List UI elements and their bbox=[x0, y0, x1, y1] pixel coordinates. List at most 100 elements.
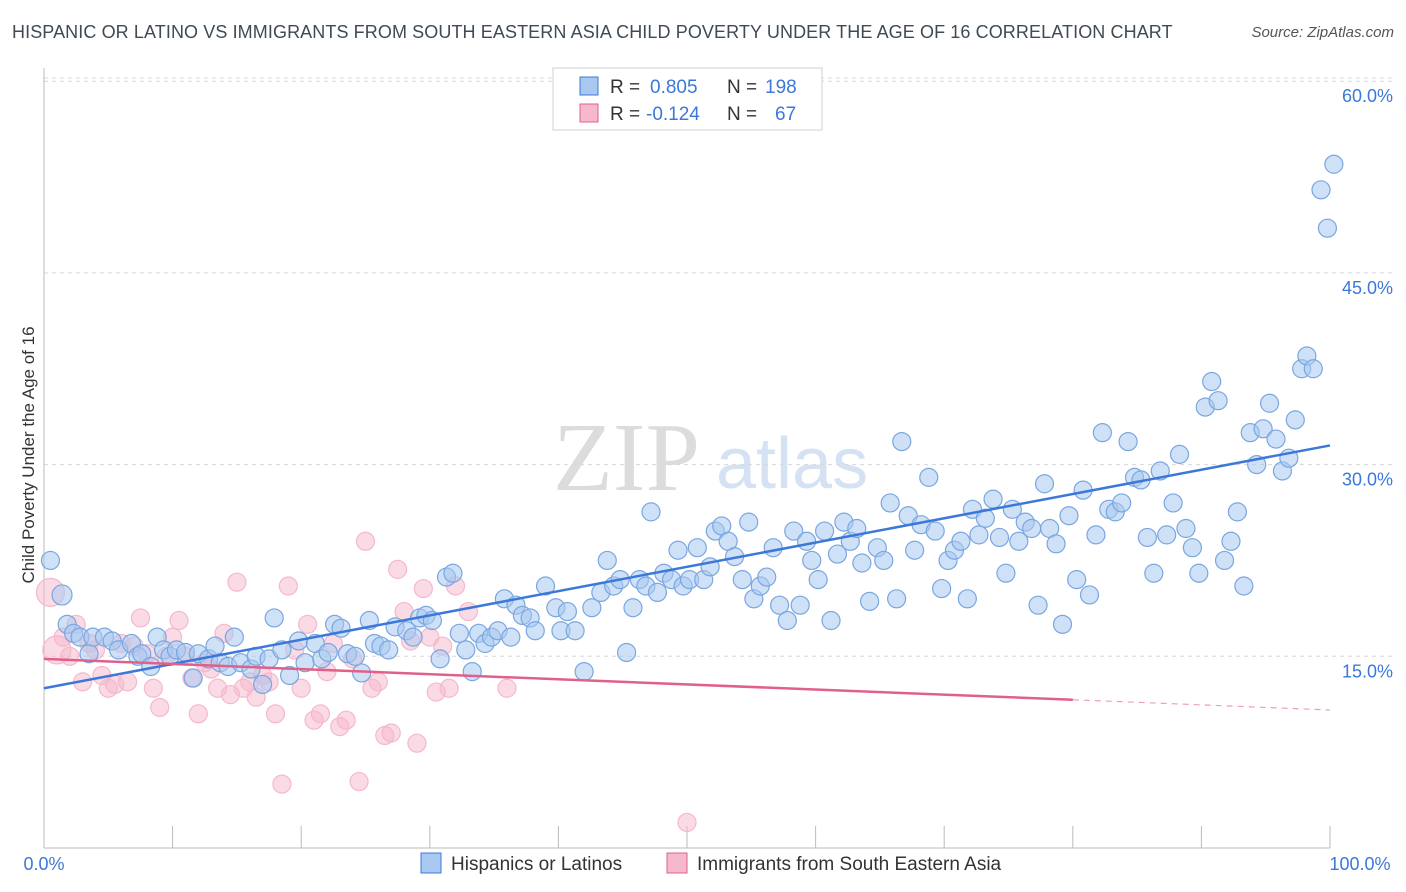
data-point-hispanics bbox=[905, 540, 925, 560]
data-point-hispanics bbox=[641, 502, 661, 522]
data-point-hispanics bbox=[880, 493, 900, 513]
data-point-hispanics bbox=[40, 550, 61, 571]
data-point-hispanics bbox=[1059, 506, 1079, 526]
data-point-hispanics bbox=[796, 531, 817, 551]
data-point-hispanics bbox=[1067, 570, 1087, 590]
data-point-hispanics bbox=[280, 665, 300, 686]
data-point-hispanics bbox=[668, 540, 688, 560]
watermark: ZIP atlas bbox=[553, 404, 868, 512]
data-point-hispanics bbox=[1034, 474, 1055, 494]
data-point-hispanics bbox=[1144, 563, 1164, 583]
y-axis-tick-labels: 15.0% 30.0% 45.0% 60.0% bbox=[1342, 86, 1393, 681]
data-point-immigrants bbox=[169, 610, 189, 631]
data-point-hispanics bbox=[574, 662, 594, 682]
data-point-immigrants bbox=[349, 771, 369, 792]
legend-n-value-1: 198 bbox=[765, 77, 797, 98]
data-point-immigrants bbox=[188, 704, 208, 724]
data-point-hispanics bbox=[1253, 419, 1273, 439]
data-point-hispanics bbox=[1221, 531, 1241, 551]
data-point-hispanics bbox=[647, 582, 668, 603]
data-point-immigrants bbox=[298, 614, 318, 634]
data-point-hispanics bbox=[790, 595, 810, 615]
data-point-hispanics bbox=[1227, 502, 1248, 522]
data-point-hispanics bbox=[808, 570, 828, 590]
data-point-hispanics bbox=[345, 646, 365, 666]
data-point-hispanics bbox=[623, 598, 643, 618]
legend-n-value-2: 67 bbox=[775, 104, 796, 125]
watermark-zip: ZIP bbox=[553, 404, 700, 512]
data-point-hispanics bbox=[763, 538, 783, 558]
data-point-hispanics bbox=[535, 576, 556, 596]
y-axis-label: Child Poverty Under the Age of 16 bbox=[19, 326, 38, 583]
data-point-hispanics bbox=[1118, 431, 1138, 452]
data-point-hispanics bbox=[1259, 393, 1280, 413]
y-tick-label: 45.0% bbox=[1342, 278, 1393, 298]
data-point-hispanics bbox=[932, 578, 952, 599]
data-point-hispanics bbox=[1311, 180, 1331, 200]
data-point-immigrants bbox=[368, 672, 388, 692]
data-point-hispanics bbox=[1189, 563, 1209, 583]
data-point-hispanics bbox=[887, 589, 907, 609]
data-point-hispanics bbox=[1208, 391, 1228, 411]
data-point-hispanics bbox=[1046, 534, 1066, 554]
data-point-immigrants bbox=[143, 678, 163, 698]
data-point-hispanics bbox=[1137, 527, 1157, 548]
data-point-hispanics bbox=[852, 553, 872, 573]
data-point-hispanics bbox=[827, 544, 848, 564]
data-point-hispanics bbox=[1266, 429, 1286, 449]
top-legend: R = 0.805 N = 198 R = -0.124 N = 67 bbox=[552, 67, 823, 131]
data-point-hispanics bbox=[1214, 550, 1235, 571]
data-point-hispanics bbox=[919, 467, 939, 487]
bottom-legend-swatch-pink bbox=[666, 852, 688, 874]
data-point-hispanics bbox=[1079, 585, 1100, 605]
bottom-legend-swatch-blue bbox=[420, 852, 442, 874]
data-point-hispanics bbox=[449, 623, 469, 643]
data-point-hispanics bbox=[1157, 525, 1177, 545]
data-point-immigrants bbox=[150, 697, 170, 718]
data-point-hispanics bbox=[732, 570, 752, 590]
trend-line-hispanics bbox=[43, 444, 1331, 690]
data-point-hispanics bbox=[379, 640, 399, 660]
watermark-atlas: atlas bbox=[716, 424, 868, 504]
legend-r-value-2: -0.124 bbox=[646, 104, 700, 125]
data-point-hispanics bbox=[462, 662, 482, 682]
bottom-legend-immigrants: Immigrants from South Eastern Asia bbox=[697, 854, 1002, 875]
source-label: Source: ZipAtlas.com bbox=[1251, 24, 1394, 41]
data-point-hispanics bbox=[1234, 576, 1254, 596]
data-point-hispanics bbox=[253, 674, 273, 695]
data-point-hispanics bbox=[565, 621, 585, 641]
data-point-hispanics bbox=[501, 627, 521, 647]
data-point-hispanics bbox=[957, 589, 977, 609]
y-tick-label: 60.0% bbox=[1342, 86, 1393, 106]
data-point-hispanics bbox=[815, 521, 835, 541]
data-point-hispanics bbox=[784, 521, 804, 541]
data-point-hispanics bbox=[739, 512, 759, 532]
data-point-hispanics bbox=[687, 538, 707, 558]
legend-r-label-1: R = bbox=[610, 77, 640, 98]
data-point-hispanics bbox=[205, 636, 225, 656]
data-point-immigrants bbox=[413, 578, 433, 599]
data-point-hispanics bbox=[616, 642, 637, 663]
data-point-hispanics bbox=[1086, 525, 1106, 545]
data-point-hispanics bbox=[769, 595, 790, 615]
data-point-immigrants bbox=[497, 678, 517, 698]
legend-swatch-blue bbox=[579, 76, 599, 96]
data-point-hispanics bbox=[874, 550, 894, 571]
trend-line-immigrants-extension bbox=[1072, 699, 1331, 711]
data-point-hispanics bbox=[1112, 493, 1132, 513]
chart-title: HISPANIC OR LATINO VS IMMIGRANTS FROM SO… bbox=[12, 22, 1173, 42]
data-point-hispanics bbox=[969, 525, 989, 545]
data-point-hispanics bbox=[892, 431, 912, 452]
data-point-hispanics bbox=[318, 642, 338, 663]
data-point-hispanics bbox=[821, 610, 841, 631]
bottom-legend: Hispanics or Latinos Immigrants from Sou… bbox=[420, 852, 1002, 875]
data-point-hispanics bbox=[597, 550, 617, 571]
data-point-hispanics bbox=[1202, 371, 1222, 392]
x-tick-label: 0.0% bbox=[23, 854, 64, 874]
data-point-immigrants bbox=[265, 704, 286, 724]
y-tick-label: 30.0% bbox=[1342, 470, 1393, 490]
data-point-immigrants bbox=[407, 733, 427, 753]
data-point-immigrants bbox=[388, 559, 408, 579]
data-point-hispanics bbox=[1317, 218, 1338, 238]
